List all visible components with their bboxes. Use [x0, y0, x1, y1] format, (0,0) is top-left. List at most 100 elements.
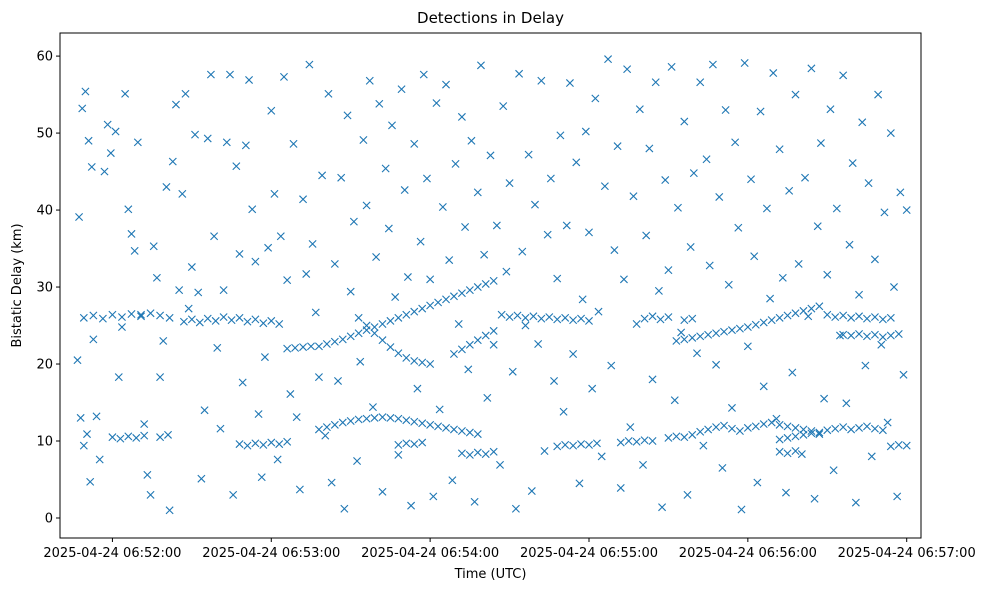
data-point-noise — [175, 286, 184, 295]
data-point-track-g-low — [624, 437, 633, 445]
data-point-noise — [346, 287, 355, 296]
data-point-track-g-low — [783, 449, 792, 458]
data-point-track-a-flat — [886, 313, 895, 322]
data-point-noise — [661, 176, 670, 185]
data-point-track-g-low — [346, 416, 355, 425]
data-point-noise — [610, 246, 619, 255]
data-point-noise — [222, 138, 231, 147]
y-tick-label: 30 — [36, 281, 53, 296]
data-point-noise — [286, 390, 295, 399]
data-point-noise — [781, 488, 790, 497]
data-point-noise — [753, 478, 762, 487]
data-point-noise — [530, 200, 539, 209]
data-point-track-c-falling — [426, 360, 435, 369]
data-point-noise — [581, 127, 590, 136]
data-point-noise — [219, 286, 228, 295]
data-point-track-a-flat — [497, 310, 506, 319]
data-point-track-g-low — [640, 436, 649, 445]
data-point-noise — [260, 353, 269, 362]
data-point-noise — [883, 418, 892, 427]
data-point-track-g-low — [886, 442, 895, 451]
data-point-track-g-low — [314, 425, 323, 434]
data-point-noise — [565, 79, 574, 88]
data-point-track-e-late-rise — [783, 311, 792, 320]
data-point-track-g-low — [402, 439, 411, 448]
data-point-noise — [73, 356, 82, 365]
data-point-noise — [159, 336, 168, 345]
data-point-noise — [327, 478, 336, 487]
data-point-noise — [727, 403, 736, 412]
data-point-track-f-mid-band — [839, 330, 848, 339]
data-point-track-b-rising — [378, 320, 387, 328]
data-point-track-g-low — [132, 433, 141, 442]
data-point-track-e-late-rise — [704, 330, 713, 339]
data-point-noise — [79, 441, 88, 450]
data-point-noise — [858, 118, 867, 127]
data-point-noise — [785, 186, 794, 195]
data-point-noise — [330, 259, 339, 268]
data-point-noise — [394, 450, 403, 459]
data-point-noise — [349, 217, 358, 226]
data-point-track-a-flat — [537, 314, 546, 323]
data-point-track-f-mid-band — [870, 330, 879, 339]
data-point-track-a-flat — [267, 316, 276, 325]
data-point-track-a-flat — [656, 315, 665, 324]
data-point-track-g-low — [831, 424, 840, 433]
data-point-track-a-flat — [156, 311, 165, 320]
y-tick-label: 40 — [36, 204, 53, 219]
data-point-noise — [375, 99, 384, 108]
data-point-noise — [537, 76, 546, 85]
data-point-track-e-late-rise — [791, 309, 800, 318]
data-point-track-b-rising — [291, 343, 300, 352]
data-point-track-d-short — [465, 340, 474, 349]
data-point-track-a-flat — [117, 313, 126, 322]
data-point-noise — [613, 142, 622, 151]
data-point-track-a-flat — [137, 312, 146, 321]
y-tick-label: 50 — [36, 127, 53, 142]
data-point-noise — [337, 173, 346, 182]
data-point-track-e-late-rise — [672, 336, 681, 345]
data-point-track-f-mid-band — [878, 333, 887, 342]
data-point-noise — [801, 173, 810, 182]
data-point-track-g-low — [791, 432, 800, 441]
data-point-noise — [103, 120, 112, 129]
data-point-track-g-low — [791, 447, 800, 455]
plot-frame — [59, 32, 922, 539]
data-point-noise — [83, 430, 91, 439]
data-point-noise — [759, 382, 768, 391]
data-point-track-g-low — [823, 426, 832, 435]
data-point-noise — [429, 492, 438, 501]
data-point-noise — [820, 394, 829, 403]
data-point-noise — [121, 89, 130, 98]
data-point-noise — [365, 76, 374, 85]
data-point-noise — [534, 340, 543, 348]
data-point-noise — [594, 307, 603, 316]
data-point-noise — [87, 162, 96, 171]
data-point-track-g-low — [410, 440, 419, 449]
data-point-noise — [816, 139, 825, 148]
data-point-noise — [616, 483, 625, 492]
data-point-track-b-rising — [465, 286, 474, 295]
data-point-track-a-flat — [823, 310, 832, 319]
data-point-track-g-low — [370, 413, 379, 422]
data-point-noise — [861, 361, 870, 370]
data-point-track-a-flat — [165, 313, 174, 322]
data-point-noise — [604, 55, 613, 64]
data-point-track-g-low — [561, 440, 570, 449]
data-point-track-b-rising — [330, 337, 339, 346]
data-point-track-b-rising — [473, 283, 482, 292]
data-point-track-a-flat — [89, 311, 98, 320]
data-point-track-f-mid-band — [863, 332, 871, 341]
data-point-track-g-low — [767, 418, 776, 427]
data-point-track-a-flat — [219, 313, 228, 322]
data-point-track-a-flat — [211, 316, 220, 325]
data-point-track-c-falling — [354, 313, 363, 322]
data-point-noise — [476, 61, 485, 70]
data-point-track-f-mid-band — [855, 330, 864, 338]
data-point-track-g-low — [870, 424, 879, 433]
data-point-noise — [886, 129, 895, 138]
data-point-noise — [197, 474, 206, 483]
data-point-noise — [855, 290, 864, 299]
data-point-track-g-low — [783, 433, 792, 442]
